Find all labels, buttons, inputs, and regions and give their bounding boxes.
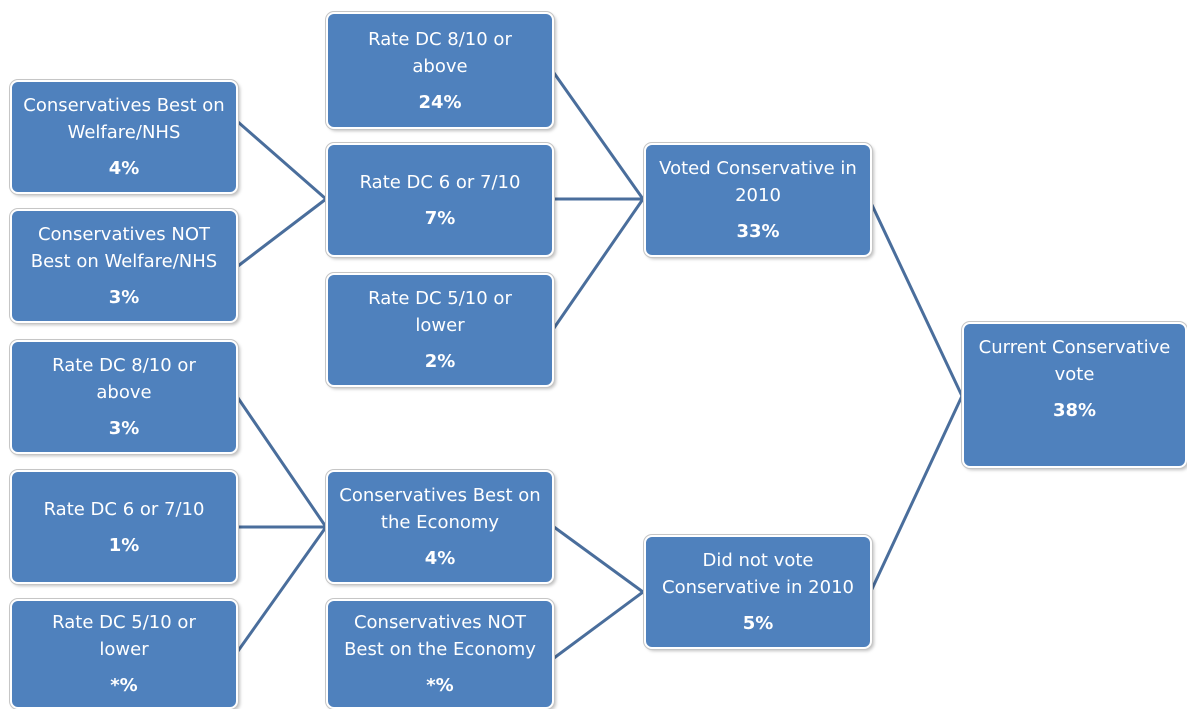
node-label: Conservatives Best on the Economy: [339, 485, 541, 533]
connector-not-voted-to-current: [870, 394, 964, 591]
node-label: Conservatives Best on Welfare/NHS: [23, 95, 225, 143]
node-value: 5%: [742, 613, 774, 634]
node-voted-con-2010: Voted Conservative in 2010 33%: [644, 143, 872, 257]
node-label: Rate DC 5/10 or lower: [52, 612, 196, 660]
node-mid-rate-6-7: Rate DC 6 or 7/10 7%: [326, 143, 554, 257]
node-value: 1%: [108, 534, 140, 556]
connector-economy-best-to-not-voted: [552, 525, 645, 594]
node-label: Rate DC 8/10 or above: [52, 355, 196, 403]
node-label: Conservatives NOT Best on Welfare/NHS: [30, 224, 218, 272]
node-label: Rate DC 6 or 7/10: [359, 171, 521, 193]
node-label: Voted Conservative in 2010: [659, 158, 857, 206]
node-value: 7%: [424, 207, 456, 229]
node-left-rate-8-above: Rate DC 8/10 or above 3%: [10, 340, 238, 454]
node-label: Rate DC 8/10 or above: [368, 28, 512, 77]
node-value: *%: [426, 675, 454, 696]
node-value: 38%: [1052, 400, 1097, 421]
node-value: 3%: [108, 418, 140, 439]
node-welfare-not-best: Conservatives NOT Best on Welfare/NHS 3%: [10, 209, 238, 323]
connector-mid-5-to-voted: [552, 197, 645, 330]
node-value: 24%: [418, 91, 462, 113]
node-left-rate-6-7: Rate DC 6 or 7/10 1%: [10, 470, 238, 584]
node-value: 3%: [108, 287, 140, 308]
connector-voted-to-current: [870, 203, 964, 398]
connector-mid-8-to-voted: [552, 71, 645, 201]
node-left-rate-5-lower: Rate DC 5/10 or lower *%: [10, 599, 238, 709]
node-label: Rate DC 6 or 7/10: [43, 498, 205, 520]
node-value: *%: [110, 675, 138, 696]
node-value: 2%: [424, 351, 456, 372]
node-label: Conservatives NOT Best on the Economy: [344, 612, 536, 660]
node-welfare-best: Conservatives Best on Welfare/NHS 4%: [10, 80, 238, 194]
node-economy-best: Conservatives Best on the Economy 4%: [326, 470, 554, 584]
node-economy-not-best: Conservatives NOT Best on the Economy *%: [326, 599, 554, 709]
connector-welfare-best-to-rate-6-7: [236, 120, 328, 201]
connector-economy-not-best-to-not-voted: [552, 590, 645, 660]
node-label: Did not vote Conservative in 2010: [662, 550, 854, 598]
node-value: 4%: [108, 158, 140, 179]
node-label: Rate DC 5/10 or lower: [368, 288, 512, 336]
node-label: Current Conservative vote: [978, 337, 1171, 385]
connector-left-8-to-economy: [236, 396, 328, 529]
node-mid-rate-5-lower: Rate DC 5/10 or lower 2%: [326, 273, 554, 387]
node-not-voted-con-2010: Did not vote Conservative in 2010 5%: [644, 535, 872, 649]
connector-welfare-not-best-to-rate-6-7: [236, 197, 328, 268]
node-value: 33%: [736, 221, 780, 242]
node-current-con-vote: Current Conservative vote 38%: [962, 322, 1187, 468]
node-value: 4%: [424, 548, 456, 569]
node-mid-rate-8-above: Rate DC 8/10 or above 24%: [326, 12, 554, 129]
connector-left-5-to-economy: [236, 525, 328, 653]
